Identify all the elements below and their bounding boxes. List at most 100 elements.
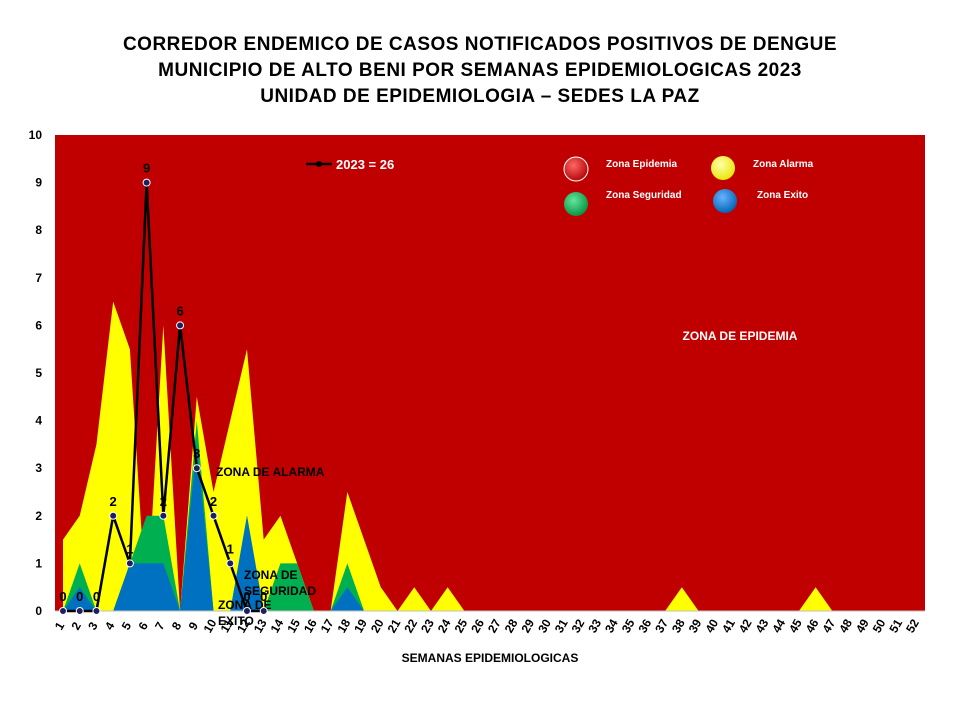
line-data-label: 0 bbox=[260, 589, 267, 604]
y-tick-label: 2 bbox=[35, 509, 42, 523]
x-tick-label: 14 bbox=[268, 616, 287, 635]
title-line-2: MUNICIPIO DE ALTO BENI POR SEMANAS EPIDE… bbox=[158, 60, 802, 81]
x-tick-label: 50 bbox=[870, 616, 889, 635]
line-legend: 2023 = 26 bbox=[306, 157, 394, 172]
zone-legend: Zona Epidemia Zona Alarma Zona Seguridad… bbox=[563, 156, 814, 216]
x-tick-label: 34 bbox=[602, 616, 621, 635]
line-data-label: 1 bbox=[227, 541, 234, 556]
zone-areas bbox=[55, 135, 925, 611]
x-tick-label: 36 bbox=[636, 616, 655, 635]
y-tick-label: 0 bbox=[35, 604, 42, 618]
x-tick-label: 27 bbox=[485, 616, 504, 635]
line-data-label: 2 bbox=[110, 494, 117, 509]
x-tick-label: 49 bbox=[853, 616, 872, 635]
x-tick-label: 33 bbox=[585, 616, 604, 635]
x-tick-label: 10 bbox=[201, 616, 220, 635]
x-tick-label: 41 bbox=[719, 616, 738, 635]
x-tick-label: 18 bbox=[334, 616, 353, 635]
area-zona-exito bbox=[63, 444, 916, 611]
line-point bbox=[192, 464, 201, 473]
line-point bbox=[109, 511, 118, 520]
x-tick-label: 24 bbox=[435, 616, 454, 635]
x-tick-label: 39 bbox=[686, 616, 705, 635]
line-point bbox=[142, 178, 151, 187]
y-tick-label: 9 bbox=[35, 176, 42, 190]
x-tick-label: 26 bbox=[468, 616, 487, 635]
y-tick-label: 3 bbox=[35, 461, 42, 475]
area-zona-epidemia bbox=[55, 135, 925, 611]
line-point bbox=[59, 607, 67, 615]
x-tick-label: 12 bbox=[234, 616, 253, 635]
x-tick-label: 2 bbox=[69, 619, 85, 632]
x-tick-label: 16 bbox=[301, 616, 320, 635]
annotation-zona-epidemia: ZONA DE EPIDEMIA bbox=[683, 329, 798, 343]
y-tick-label: 7 bbox=[35, 271, 42, 285]
x-tick-label: 5 bbox=[119, 619, 135, 632]
line-data-label: 3 bbox=[193, 446, 200, 461]
x-tick-label: 3 bbox=[85, 619, 101, 632]
x-tick-label: 1 bbox=[52, 619, 68, 632]
x-tick-label: 13 bbox=[251, 616, 270, 635]
line-data-label: 9 bbox=[143, 161, 150, 176]
chart-title: CORREDOR ENDEMICO DE CASOS NOTIFICADOS P… bbox=[0, 32, 960, 110]
x-tick-label: 28 bbox=[502, 616, 521, 635]
x-tick-label: 48 bbox=[836, 616, 855, 635]
line-point bbox=[226, 559, 235, 568]
x-tick-label: 42 bbox=[736, 616, 755, 635]
legend-alarma-icon bbox=[711, 156, 735, 180]
line-point bbox=[259, 607, 268, 615]
legend-epidemia-label: Zona Epidemia bbox=[606, 159, 678, 170]
annotation-zona-alarma: ZONA DE ALARMA bbox=[216, 465, 325, 479]
x-tick-label: 21 bbox=[385, 616, 404, 635]
line-data-label: 2 bbox=[160, 494, 167, 509]
x-tick-label: 47 bbox=[820, 616, 839, 635]
x-tick-label: 44 bbox=[769, 616, 788, 635]
x-tick-label: 38 bbox=[669, 616, 688, 635]
line-legend-marker bbox=[316, 161, 322, 167]
x-tick-label: 8 bbox=[169, 619, 185, 632]
x-tick-label: 17 bbox=[318, 616, 337, 635]
line-data-label: 0 bbox=[93, 589, 100, 604]
line-point bbox=[209, 511, 218, 520]
x-tick-label: 19 bbox=[351, 616, 370, 635]
y-tick-label: 5 bbox=[35, 366, 42, 380]
line-point bbox=[159, 511, 168, 520]
line-legend-label: 2023 = 26 bbox=[336, 157, 394, 172]
x-tick-label: 46 bbox=[803, 616, 822, 635]
y-tick-label: 8 bbox=[35, 223, 42, 237]
line-point bbox=[92, 607, 101, 615]
x-tick-label: 23 bbox=[418, 616, 437, 635]
legend-alarma-label: Zona Alarma bbox=[753, 159, 814, 170]
y-axis-ticks: 0 1 2 3 4 5 6 7 8 9 10 bbox=[29, 128, 43, 618]
line-point bbox=[176, 321, 185, 330]
x-tick-label: 22 bbox=[401, 616, 420, 635]
legend-exito-icon bbox=[713, 189, 737, 213]
x-tick-label: 31 bbox=[552, 616, 571, 635]
line-data-label: 2 bbox=[210, 494, 217, 509]
x-tick-label: 37 bbox=[652, 616, 671, 635]
y-tick-label: 1 bbox=[35, 556, 42, 570]
x-tick-label: 4 bbox=[102, 619, 118, 632]
x-tick-label: 15 bbox=[284, 616, 303, 635]
x-tick-label: 43 bbox=[753, 616, 772, 635]
line-point bbox=[125, 559, 134, 568]
line-data-label: 1 bbox=[126, 541, 133, 556]
annotation-zona-seguridad-1: ZONA DE bbox=[244, 568, 298, 582]
x-tick-label: 45 bbox=[786, 616, 805, 635]
legend-epidemia-icon bbox=[563, 156, 589, 182]
x-tick-label: 7 bbox=[152, 619, 168, 632]
x-axis-label: SEMANAS EPIDEMIOLOGICAS bbox=[402, 651, 579, 665]
legend-exito-label: Zona Exito bbox=[757, 190, 808, 201]
title-line-3: UNIDAD DE EPIDEMIOLOGIA – SEDES LA PAZ bbox=[260, 86, 700, 107]
x-tick-label: 51 bbox=[886, 616, 905, 635]
y-tick-label: 6 bbox=[35, 318, 42, 332]
x-tick-label: 20 bbox=[368, 616, 387, 635]
title-line-1: CORREDOR ENDEMICO DE CASOS NOTIFICADOS P… bbox=[122, 34, 838, 55]
x-tick-label: 9 bbox=[186, 619, 202, 632]
x-tick-label: 29 bbox=[518, 616, 537, 635]
line-data-label: 0 bbox=[59, 589, 66, 604]
annotation-zona-seguridad-2: SEGURIDAD bbox=[244, 584, 316, 598]
x-tick-label: 35 bbox=[619, 616, 638, 635]
